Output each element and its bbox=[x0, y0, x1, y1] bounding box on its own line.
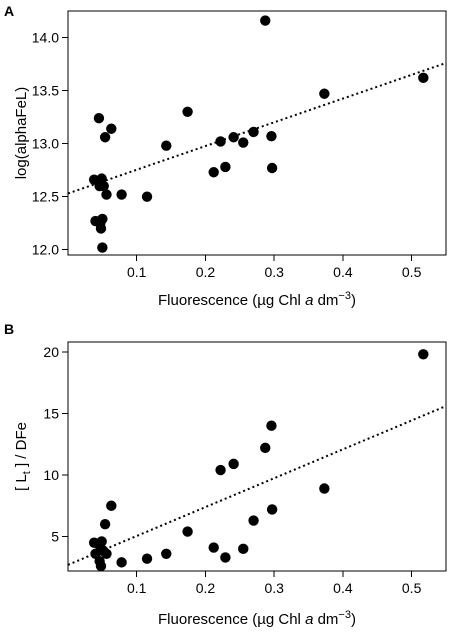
panel-a-plot-frame bbox=[67, 10, 447, 256]
panel-b-y-axis-label: [ Lt ] / DFe bbox=[13, 422, 33, 491]
panel-b: B 0.1 0.2 0.3 0.4 0.5 5 10 15 20 Fluorescence (µg … bbox=[4, 321, 447, 628]
panel-a-x-axis-label-close: ) bbox=[351, 292, 356, 309]
panel-a-data-point bbox=[106, 123, 117, 134]
panel-a-data-point bbox=[228, 132, 239, 143]
panel-a-data-point bbox=[98, 180, 109, 192]
panel-b-x-tick-label: 0.4 bbox=[333, 580, 353, 596]
panel-b-data-point bbox=[260, 442, 271, 454]
panel-b-y-tick-label: 20 bbox=[43, 344, 59, 360]
panel-b-y-tick-label: 15 bbox=[43, 405, 59, 421]
panel-b-plot-frame bbox=[67, 341, 447, 572]
panel-a-data-point bbox=[95, 223, 107, 234]
panel-b-data-point bbox=[141, 553, 153, 564]
panel-a-data-point bbox=[418, 72, 429, 84]
panel-a-data-point bbox=[141, 191, 153, 202]
panel-a-data-point bbox=[97, 242, 108, 253]
panel-b-y-axis-label-text: [ L bbox=[13, 474, 30, 491]
panel-b-x-tick-label: 0.1 bbox=[127, 580, 147, 596]
panel-a-data-point bbox=[208, 167, 219, 178]
panel-b-data-point bbox=[182, 526, 193, 537]
panel-a-data-point bbox=[101, 189, 112, 200]
panel-a-data-point bbox=[266, 130, 277, 142]
panel-a-data-point bbox=[260, 15, 271, 26]
panel-b-data-point bbox=[116, 557, 127, 568]
panel-b-data-point bbox=[319, 483, 330, 494]
panel-b-x-tick-label: 0.2 bbox=[196, 580, 216, 596]
panel-a-y-tick-label: 14.0 bbox=[32, 30, 59, 46]
panel-b-x-axis-label-unit: dm bbox=[313, 611, 338, 628]
panel-b-data-point bbox=[96, 536, 107, 547]
panel-b-x-tick-label: 0.3 bbox=[264, 580, 284, 596]
panel-b-x-axis-label-italic: a bbox=[305, 611, 313, 628]
panel-a-y-tick-label: 12.5 bbox=[32, 189, 59, 205]
panel-a-x-axis-label-italic: a bbox=[305, 292, 313, 309]
panel-b-x-axis-label-superscript: −3 bbox=[338, 609, 351, 621]
panel-b-letter: B bbox=[4, 321, 14, 337]
panel-a-x-tick-label: 0.2 bbox=[196, 264, 216, 280]
panel-b-y-axis-label-rest: ] / DFe bbox=[13, 422, 30, 471]
panel-a-y-tick-label: 12.0 bbox=[32, 242, 59, 258]
panel-b-x-axis-label: Fluorescence (µg Chl a dm−3) bbox=[158, 609, 356, 628]
panel-a-data-point bbox=[99, 132, 111, 143]
panel-b-data-point bbox=[266, 420, 277, 431]
panel-a-data-point bbox=[266, 162, 278, 174]
panel-b-data-point bbox=[208, 542, 219, 553]
panel-b-data-point bbox=[228, 458, 239, 470]
panel-b-data-point bbox=[101, 548, 112, 559]
panel-b-y-axis-label-subscript: t bbox=[21, 471, 33, 474]
panel-b-data-point bbox=[106, 500, 117, 511]
panel-b-x-axis-label-close: ) bbox=[351, 611, 356, 628]
panel-b-y-tick-label: 5 bbox=[51, 529, 59, 545]
panel-a-x-tick-label: 0.3 bbox=[264, 264, 284, 280]
panel-a-y-tick-label: 13.0 bbox=[32, 136, 59, 152]
panel-a-data-point bbox=[93, 112, 105, 124]
panel-a-data-point bbox=[182, 106, 193, 117]
panel-b-x-axis-label-text: Fluorescence (µg Chl bbox=[158, 611, 305, 628]
panel-a-letter: A bbox=[4, 3, 14, 19]
panel-a-data-point bbox=[116, 189, 127, 200]
panel-a-x-axis-label-superscript: −3 bbox=[338, 290, 351, 302]
panel-b-data-point bbox=[99, 519, 111, 530]
panel-a-data-point bbox=[97, 213, 108, 225]
panel-b-y-tick-label: 10 bbox=[43, 467, 59, 483]
panel-a-x-tick-label: 0.5 bbox=[402, 264, 422, 280]
panel-b-data-point bbox=[266, 504, 278, 515]
panel-a-data-point bbox=[161, 140, 172, 151]
panel-b-data-point bbox=[220, 552, 231, 563]
panel-b-data-point bbox=[248, 515, 259, 526]
panel-b-data-point bbox=[95, 560, 107, 572]
panel-a: A 0.1 0.2 0.3 0.4 0.5 12.0 12.5 13.0 13.5 14.0 Fluo… bbox=[4, 3, 447, 309]
panel-b-data-point bbox=[215, 464, 226, 476]
panel-a-x-axis-label: Fluorescence (µg Chl a dm−3) bbox=[158, 290, 356, 309]
panel-a-x-axis-label-unit: dm bbox=[313, 292, 338, 309]
panel-a-x-tick-label: 0.4 bbox=[333, 264, 353, 280]
panel-a-data-point bbox=[215, 136, 226, 147]
panel-a-data-point bbox=[248, 126, 259, 138]
panel-a-data-point bbox=[220, 161, 231, 173]
panel-b-data-point bbox=[161, 548, 172, 559]
panel-b-trendline bbox=[68, 405, 446, 566]
panel-a-data-point bbox=[319, 88, 330, 99]
panel-b-data-point bbox=[238, 543, 249, 555]
panel-a-x-tick-label: 0.1 bbox=[127, 264, 147, 280]
panel-a-x-axis-label-text: Fluorescence (µg Chl bbox=[158, 292, 305, 309]
panel-a-y-tick-label: 13.5 bbox=[32, 83, 59, 99]
panel-b-x-tick-label: 0.5 bbox=[402, 580, 422, 596]
panel-a-data-point bbox=[238, 137, 249, 148]
panel-a-trendline bbox=[68, 62, 446, 195]
panel-b-data-point bbox=[418, 349, 429, 360]
panel-a-y-axis-label: log(alphaFeL) bbox=[13, 87, 30, 180]
